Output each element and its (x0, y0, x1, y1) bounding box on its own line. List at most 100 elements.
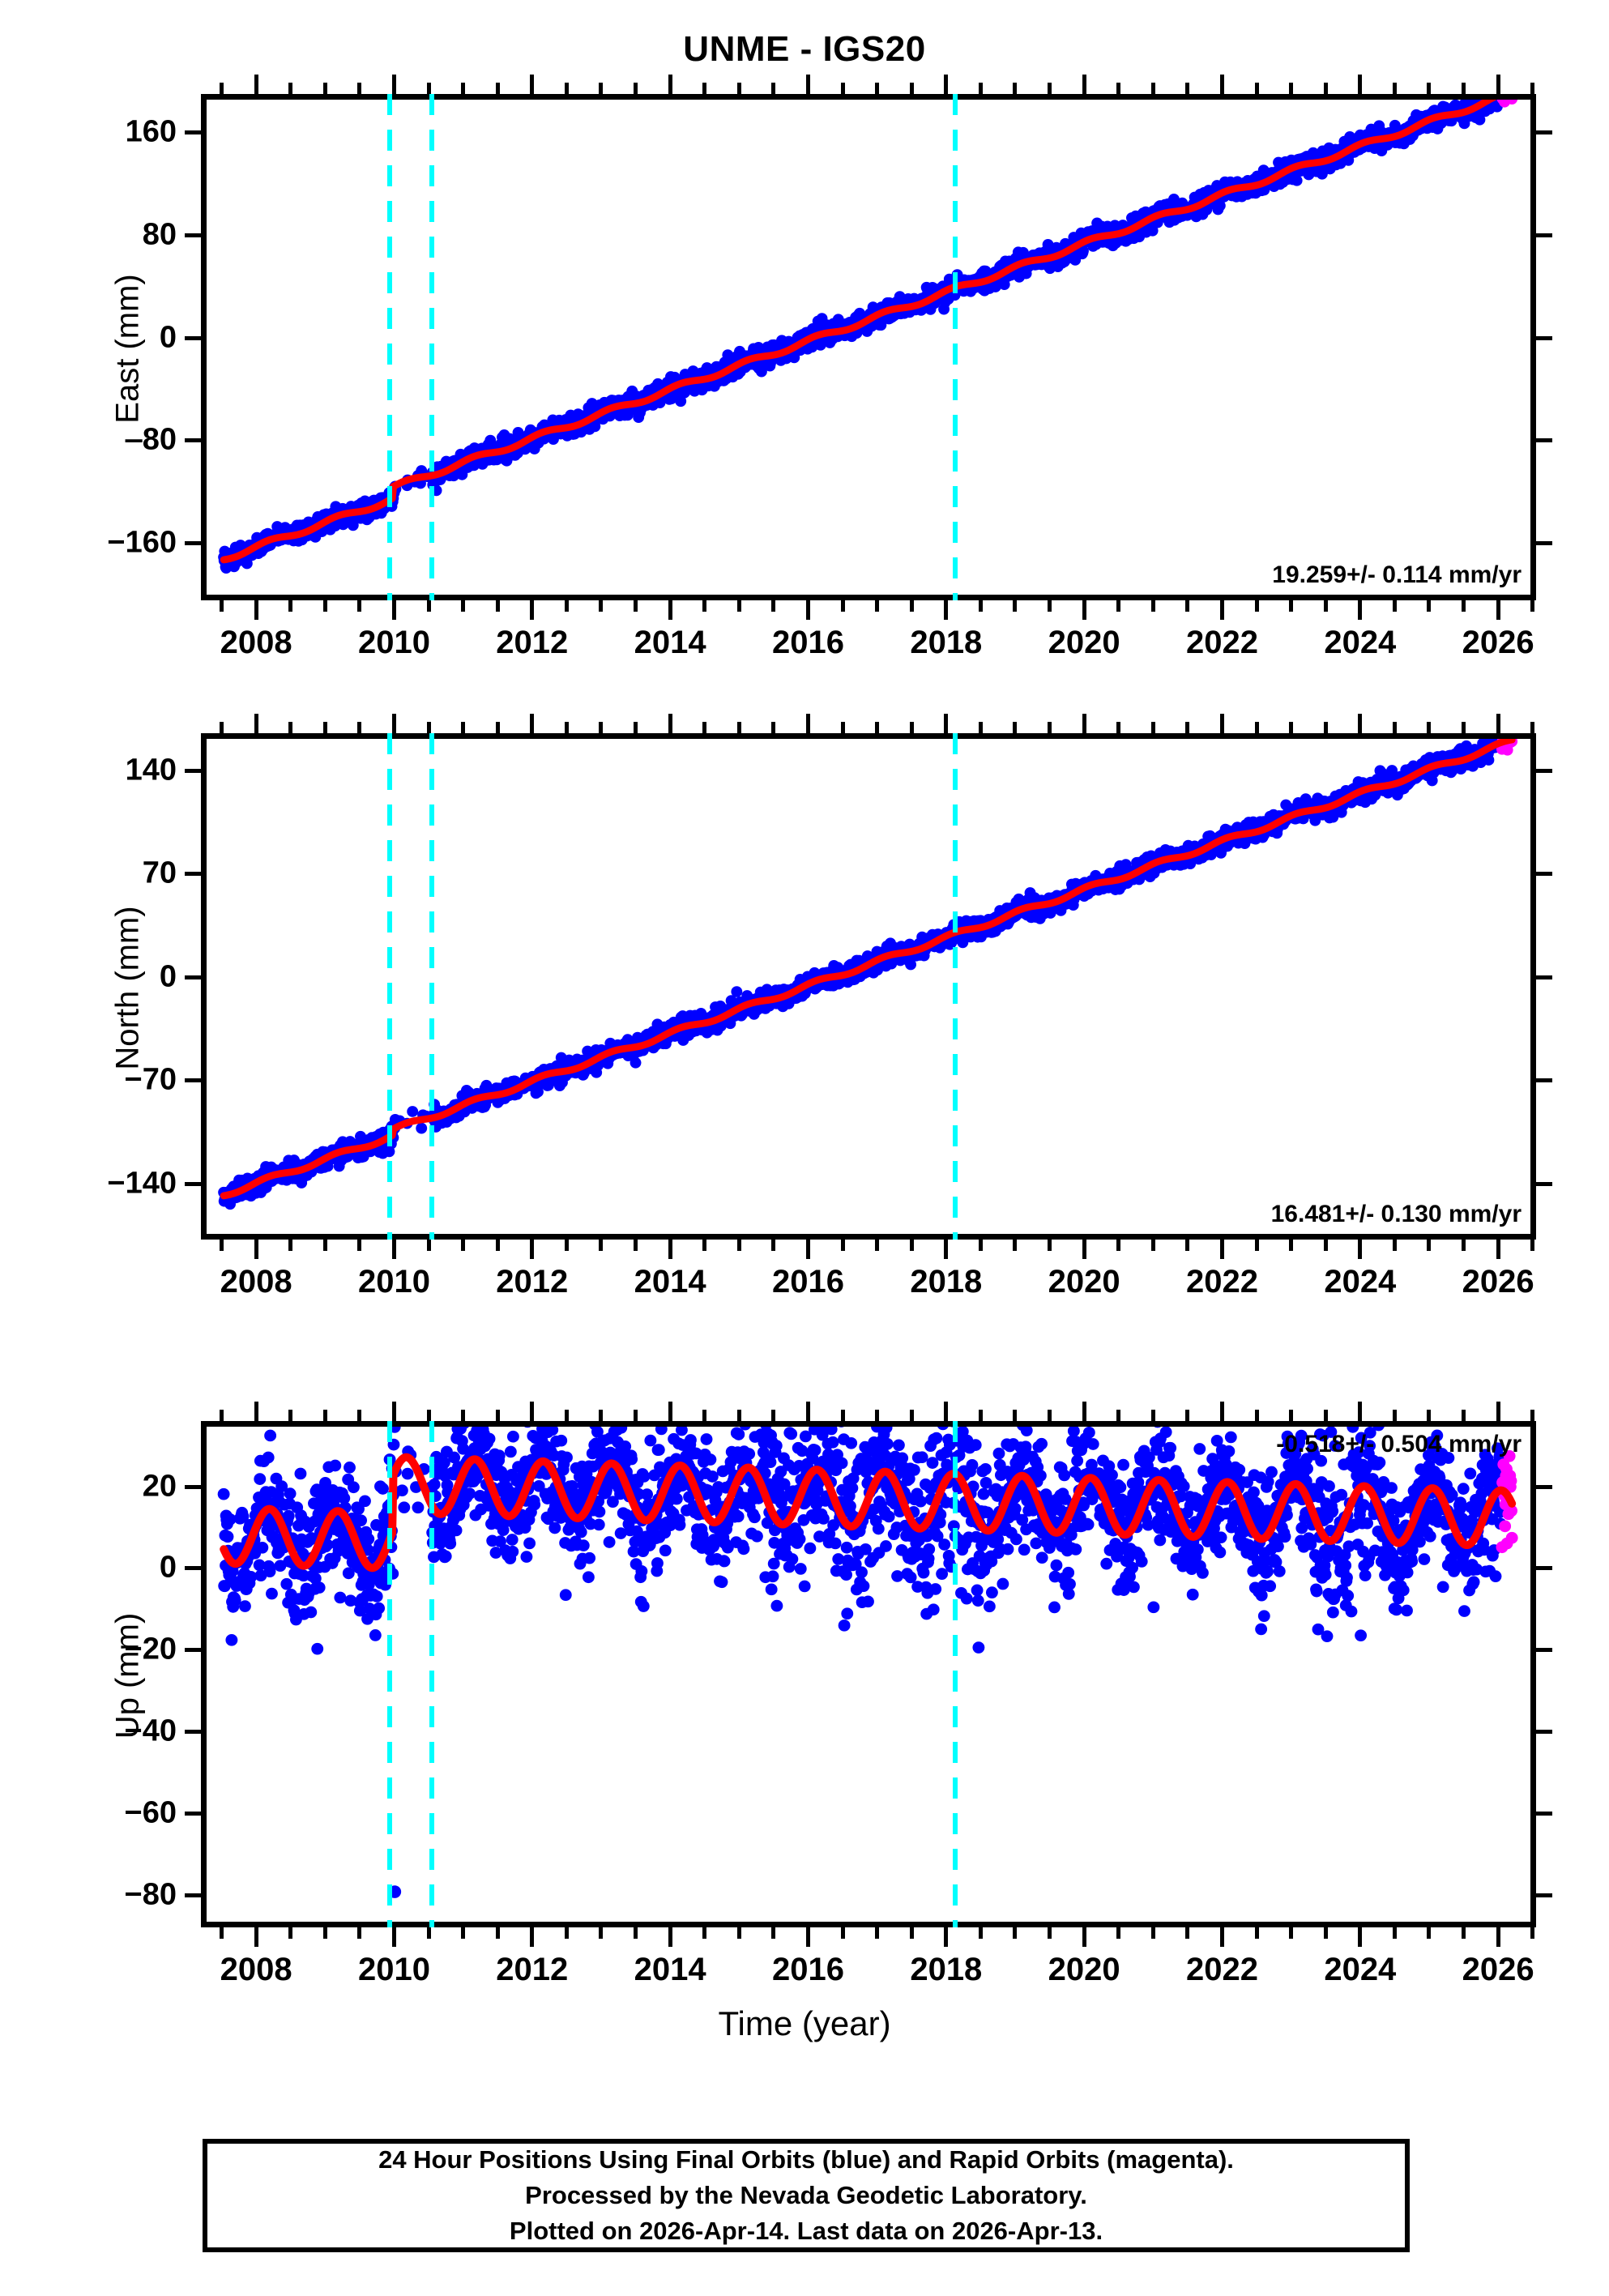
x-tick-north-2012.0 (530, 1240, 535, 1259)
x-tick-label-up-2014: 2014 (634, 1952, 706, 1987)
x-tick-label-north-2024: 2024 (1324, 1264, 1397, 1300)
y-tick-up-5 (185, 1893, 201, 1897)
x-tick-top-north-2010.0 (391, 714, 396, 733)
x-tick-top-up-2008.0 (254, 1402, 258, 1421)
x-tick-top-up-2009.5 (357, 1410, 362, 1421)
x-tick-east-2022.0 (1219, 600, 1224, 620)
x-tick-top-east-2017.5 (909, 83, 914, 94)
x-tick-label-east-2022: 2022 (1185, 625, 1258, 660)
x-tick-north-2017.0 (875, 1240, 880, 1251)
x-tick-north-2015.5 (771, 1240, 776, 1251)
event-line-up-1 (429, 1421, 435, 1927)
page-title: UNME - IGS20 (683, 29, 926, 69)
x-tick-top-up-2025.5 (1462, 1410, 1466, 1421)
y-tick-north-2 (185, 975, 201, 979)
x-tick-north-2011.5 (495, 1240, 500, 1251)
x-tick-top-north-2024.0 (1358, 714, 1363, 733)
x-tick-top-up-2010.0 (391, 1402, 396, 1421)
x-tick-top-up-2015.5 (771, 1410, 776, 1421)
y-tick-label-up-3: −40 (124, 1713, 177, 1748)
x-tick-top-east-2009.0 (322, 83, 327, 94)
x-tick-top-east-2016.0 (805, 75, 810, 94)
event-line-east-1 (429, 94, 435, 600)
x-tick-top-east-2010.0 (391, 75, 396, 94)
x-tick-top-up-2021.0 (1150, 1410, 1155, 1421)
x-tick-east-2012.5 (564, 600, 569, 612)
footer-line-1: 24 Hour Positions Using Final Orbits (bl… (378, 2144, 1234, 2174)
x-tick-top-north-2016.0 (805, 714, 810, 733)
x-tick-top-up-2016.5 (840, 1410, 845, 1421)
x-tick-top-north-2026.0 (1496, 714, 1500, 733)
x-tick-top-north-2013.5 (634, 722, 638, 733)
x-tick-top-north-2026.5 (1530, 722, 1535, 733)
x-tick-top-east-2024.5 (1392, 83, 1397, 94)
x-tick-top-up-2019.0 (1013, 1410, 1018, 1421)
x-tick-top-north-2008.0 (254, 714, 258, 733)
x-tick-up-2025.5 (1462, 1927, 1466, 1939)
rate-annotation-up: -0.518+/- 0.504 mm/yr (1276, 1431, 1522, 1457)
x-tick-up-2014.0 (668, 1927, 672, 1947)
y-tick-right-north-1 (1536, 872, 1552, 877)
y-tick-north-0 (185, 768, 201, 773)
plot-canvas-north (218, 739, 1518, 1210)
x-tick-north-2012.5 (564, 1240, 569, 1251)
x-tick-north-2024.0 (1358, 1240, 1363, 1259)
x-tick-east-2019.0 (1013, 600, 1018, 612)
x-tick-top-north-2025.5 (1462, 722, 1466, 733)
x-tick-top-north-2025.0 (1427, 722, 1432, 733)
panel-north: North (mm) 16.481+/- 0.130 mm/yr 140 70 0 −… (107, 714, 1552, 1300)
x-tick-top-up-2016.0 (805, 1402, 810, 1421)
y-tick-right-up-2 (1536, 1648, 1552, 1653)
x-tick-top-east-2012.5 (564, 83, 569, 94)
x-tick-top-north-2008.5 (288, 722, 293, 733)
x-tick-north-2009.0 (322, 1240, 327, 1251)
plot-frame-up (201, 1421, 1536, 1927)
x-tick-north-2016.5 (840, 1240, 845, 1251)
x-tick-up-2018.5 (978, 1927, 983, 1939)
plot-canvas-up (217, 1427, 1518, 1898)
y-tick-up-0 (185, 1484, 201, 1489)
y-axis-label-north: North (mm) (109, 906, 146, 1070)
x-tick-top-up-2011.0 (461, 1410, 466, 1421)
x-tick-east-2021.0 (1150, 600, 1155, 612)
x-tick-north-2023.5 (1323, 1240, 1328, 1251)
x-tick-top-east-2021.0 (1150, 83, 1155, 94)
y-tick-up-4 (185, 1811, 201, 1816)
y-tick-right-north-2 (1536, 975, 1552, 979)
x-tick-north-2024.5 (1392, 1240, 1397, 1251)
x-tick-top-north-2011.5 (495, 722, 500, 733)
x-tick-label-north-2008: 2008 (220, 1264, 292, 1300)
x-tick-up-2022.0 (1219, 1927, 1224, 1947)
x-tick-top-up-2024.5 (1392, 1410, 1397, 1421)
x-tick-top-north-2009.5 (357, 722, 362, 733)
x-tick-top-up-2017.5 (909, 1410, 914, 1421)
y-tick-right-east-1 (1536, 233, 1552, 238)
y-tick-label-up-0: 20 (142, 1469, 177, 1504)
y-tick-right-up-0 (1536, 1484, 1552, 1489)
x-tick-east-2018.5 (978, 600, 983, 612)
x-tick-top-up-2021.5 (1185, 1410, 1190, 1421)
y-tick-north-1 (185, 872, 201, 877)
x-tick-top-up-2007.5 (220, 1410, 224, 1421)
y-tick-label-north-1: 70 (142, 856, 177, 890)
x-tick-east-2025.0 (1427, 600, 1432, 612)
x-tick-top-east-2021.5 (1185, 83, 1190, 94)
x-tick-top-east-2025.0 (1427, 83, 1432, 94)
y-tick-label-up-4: −60 (124, 1795, 177, 1830)
x-tick-label-east-2008: 2008 (220, 625, 292, 660)
x-tick-up-2011.0 (461, 1927, 466, 1939)
x-tick-east-2008.5 (288, 600, 293, 612)
x-tick-top-up-2013.5 (634, 1410, 638, 1421)
x-tick-label-east-2014: 2014 (634, 625, 706, 660)
x-tick-top-north-2020.5 (1116, 722, 1121, 733)
x-tick-top-north-2017.0 (875, 722, 880, 733)
x-tick-top-east-2020.5 (1116, 83, 1121, 94)
x-tick-north-2016.0 (805, 1240, 810, 1259)
x-tick-up-2016.0 (805, 1927, 810, 1947)
x-tick-top-east-2022.5 (1254, 83, 1259, 94)
x-tick-east-2010.5 (426, 600, 431, 612)
x-tick-top-north-2016.5 (840, 722, 845, 733)
y-tick-right-up-3 (1536, 1730, 1552, 1735)
y-tick-right-north-4 (1536, 1181, 1552, 1186)
x-tick-top-north-2009.0 (322, 722, 327, 733)
